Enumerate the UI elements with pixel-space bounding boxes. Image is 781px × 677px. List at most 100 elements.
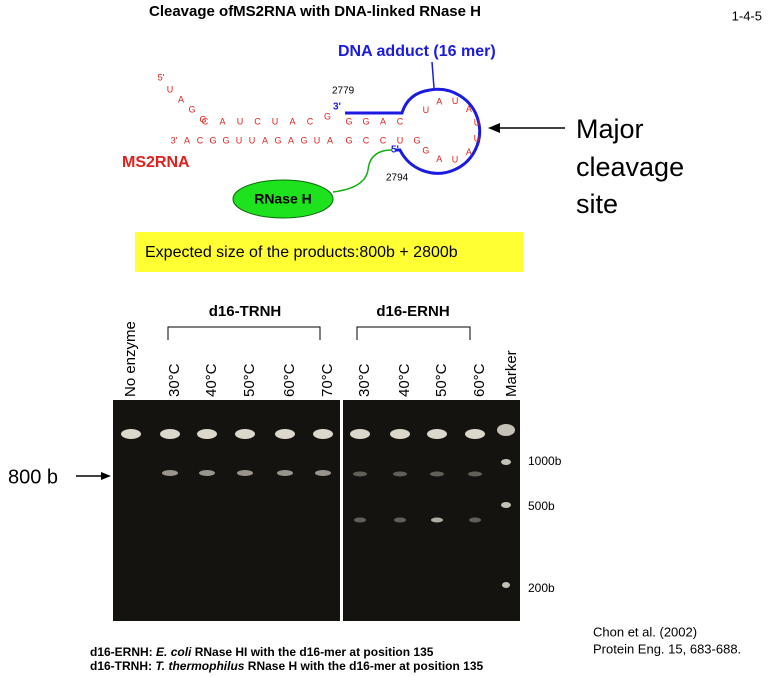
- footnote-label: d16-TRNH:: [90, 659, 152, 673]
- callout-box: [135, 232, 523, 272]
- bracket: [167, 326, 321, 340]
- band: [235, 429, 255, 439]
- band: [497, 424, 515, 436]
- nucleotide: G: [188, 104, 195, 114]
- linker: [332, 149, 393, 193]
- nucleotide: A: [262, 135, 268, 145]
- bands: [121, 424, 515, 588]
- gel: [113, 400, 340, 621]
- band: [502, 582, 510, 588]
- nucleotide: G: [300, 135, 307, 145]
- band: [501, 502, 511, 508]
- footnote-text: RNase HI with the d16-mer at position 13…: [195, 645, 434, 659]
- band: [350, 429, 370, 439]
- nucleotide: C: [307, 116, 314, 126]
- dna-adduct-loop: [396, 87, 482, 175]
- nucleotide: G: [209, 135, 216, 145]
- nucleotide: C: [363, 135, 370, 145]
- site-label: cleavage: [576, 152, 684, 182]
- nucleotide: G: [274, 135, 281, 145]
- nucleotide: A: [466, 147, 472, 157]
- band: [237, 470, 253, 476]
- rna-label: MS2RNA: [122, 154, 190, 171]
- nucleotide: U: [474, 117, 481, 127]
- dna-adduct-label: DNA adduct (16 mer): [338, 43, 496, 60]
- lane-label: 50°C: [433, 363, 450, 397]
- band: [430, 471, 444, 477]
- footnote-label: d16-ERNH:: [90, 645, 153, 659]
- position: 2794: [386, 173, 409, 184]
- nucleotide: U: [249, 135, 256, 145]
- lane-label: 30°C: [166, 363, 183, 397]
- band: [393, 471, 407, 477]
- nucleotide: C: [380, 135, 387, 145]
- band: [197, 429, 217, 439]
- nucleotide: U: [236, 135, 243, 145]
- position: 2779: [332, 86, 355, 97]
- band: [354, 517, 366, 523]
- callout: Expected size of the products:800b + 280…: [145, 244, 458, 261]
- band: [394, 517, 406, 523]
- lane-label: 30°C: [356, 363, 373, 397]
- nucleotide: U: [272, 116, 279, 126]
- dna-adduct-strand: [345, 88, 431, 115]
- nucleotide: U: [452, 96, 459, 106]
- rna-end: 5': [158, 72, 165, 82]
- lane-label: 40°C: [203, 363, 220, 397]
- marker-size: 200b: [528, 581, 555, 595]
- band: [277, 470, 293, 476]
- band: [465, 429, 485, 439]
- nucleotide: A: [288, 135, 294, 145]
- nucleotide: A: [436, 97, 442, 107]
- site-label: Major: [576, 114, 644, 144]
- band: [160, 429, 180, 439]
- arrow-head: [488, 123, 500, 133]
- nucleotide: G: [199, 114, 206, 124]
- bracket: [356, 326, 471, 340]
- lane-label: 60°C: [281, 363, 298, 397]
- nucleotide: U: [397, 135, 404, 145]
- product-label: 800 b: [8, 466, 58, 488]
- footnote: d16-ERNH: E. coli RNase HI with the d16-…: [90, 645, 434, 659]
- group-label: d16-TRNH: [209, 303, 282, 320]
- nucleotide: A: [184, 135, 190, 145]
- enzyme-label: RNase H: [254, 191, 312, 207]
- nucleotide: A: [219, 116, 225, 126]
- nucleotide: G: [345, 135, 352, 145]
- lane-label: No enzyme: [122, 321, 139, 397]
- group-label: d16-ERNH: [376, 303, 449, 320]
- nucleotide: U: [237, 116, 244, 126]
- marker-size: 1000b: [528, 454, 562, 468]
- nucleotide: U: [314, 135, 321, 145]
- footnote: d16-TRNH: T. thermophilus RNase H with t…: [90, 659, 484, 673]
- species: T. thermophilus: [155, 659, 244, 673]
- band: [468, 471, 482, 477]
- band: [162, 470, 178, 476]
- adduct-end: 5': [391, 145, 399, 156]
- band: [199, 470, 215, 476]
- nucleotide: C: [397, 116, 404, 126]
- band: [427, 429, 447, 439]
- band: [313, 429, 333, 439]
- band: [315, 470, 331, 476]
- band: [121, 429, 141, 439]
- lane-label: 40°C: [396, 363, 413, 397]
- site-label: site: [576, 189, 618, 219]
- nucleotide: A: [178, 94, 184, 104]
- nucleotide: C: [254, 116, 261, 126]
- nucleotide: U: [167, 84, 174, 94]
- nucleotide: G: [345, 116, 352, 126]
- band: [501, 459, 511, 465]
- arrow-head: [101, 472, 111, 480]
- nucleotide: U: [452, 155, 459, 165]
- nucleotide: A: [466, 104, 472, 114]
- lane-label: 60°C: [471, 363, 488, 397]
- lane-label: 70°C: [319, 363, 336, 397]
- nucleotide: G: [362, 116, 369, 126]
- title: Cleavage ofMS2RNA with DNA-linked RNase …: [149, 3, 481, 20]
- lane-label: 50°C: [241, 363, 258, 397]
- footnote-text: RNase H with the d16-mer at position 135: [248, 659, 484, 673]
- band: [469, 517, 481, 523]
- nucleotide: A: [289, 116, 295, 126]
